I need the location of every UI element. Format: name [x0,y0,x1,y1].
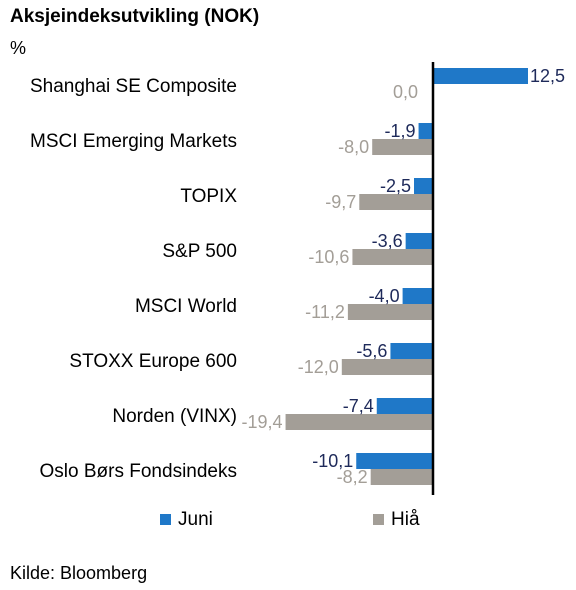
value-label-hia: -9,7 [325,192,356,212]
value-label-juni: -1,9 [385,121,416,141]
chart-title: Aksjeindeksutvikling (NOK) [10,6,260,27]
bar-hia [352,249,433,265]
bar-juni [433,68,528,84]
value-label-hia: -10,6 [308,247,349,267]
value-label-juni: -5,6 [356,341,387,361]
category-label: MSCI Emerging Markets [30,131,237,152]
category-label: Norden (VINX) [112,406,237,427]
bar-juni [405,233,433,249]
category-label: STOXX Europe 600 [69,351,237,372]
value-label-juni: -4,0 [369,286,400,306]
value-label-hia: -11,2 [305,302,345,322]
value-label-juni: -10,1 [312,451,353,471]
bar-juni [414,178,433,194]
legend-label: Hiå [391,509,420,530]
bar-juni [390,343,433,359]
category-label: TOPIX [180,186,237,207]
category-label: Oslo Børs Fondsindeks [40,461,237,482]
value-label-hia: -12,0 [298,357,339,377]
legend-label: Juni [178,509,213,530]
value-label-hia: -8,0 [338,137,369,157]
bar-chart: 12,5 0,0 -1,9 -8,0 -2,5 -9,7 -3,6 -10,6 -4,0 -11,… [30,62,565,530]
bar-juni [356,453,433,469]
value-label-juni: 12,5 [530,66,565,86]
source-note: Kilde: Bloomberg [10,563,148,583]
bar-hia [372,139,433,155]
value-label-juni: -7,4 [343,396,374,416]
bar-juni [418,123,433,139]
value-label-hia: 0,0 [393,82,418,102]
legend-swatch [373,514,384,525]
bar-juni [402,288,433,304]
bar-hia [285,414,433,430]
value-label-juni: -3,6 [372,231,403,251]
legend-swatch [160,514,171,525]
category-label: Shanghai SE Composite [30,76,237,97]
bar-hia [370,469,433,485]
category-label: S&P 500 [162,241,237,262]
bar-hia [359,194,433,210]
bar-hia [347,304,433,320]
category-label: MSCI World [135,296,237,317]
bar-hia [341,359,433,375]
value-label-juni: -2,5 [380,176,411,196]
value-label-hia: -19,4 [242,412,283,432]
bar-juni [376,398,433,414]
value-label-hia: -8,2 [337,467,368,487]
chart-unit: % [10,38,27,58]
